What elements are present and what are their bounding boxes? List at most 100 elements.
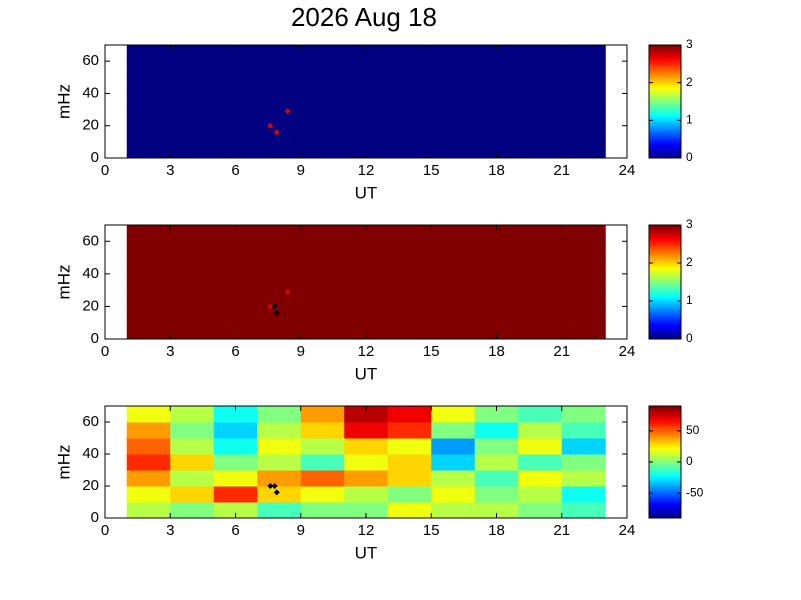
heat-cell (213, 257, 258, 275)
colorbar-swatch (649, 437, 681, 440)
marker (267, 122, 274, 129)
x-tick-label: 18 (488, 162, 505, 179)
colorbar-swatch (649, 264, 681, 267)
x-tick-label: 3 (166, 343, 174, 360)
colorbar-swatch (649, 260, 681, 263)
heat-cell (257, 422, 302, 439)
heat-cell (126, 225, 171, 242)
x-tick-label: 0 (101, 162, 109, 179)
heat-cell (518, 454, 563, 471)
heat-cell (170, 486, 215, 503)
colorbar-swatch (649, 488, 681, 491)
colorbar-swatch (649, 432, 681, 435)
heat-cell (170, 422, 215, 439)
colorbar-swatch (649, 491, 681, 494)
heat-cell (474, 109, 519, 127)
heat-cell (257, 438, 302, 455)
heat-cell (561, 422, 606, 439)
x-tick-label: 9 (297, 522, 305, 539)
heat-cell (344, 257, 389, 275)
colorbar-frame (648, 224, 682, 340)
heat-cell (474, 422, 519, 439)
colorbar-tick-label: 0 (686, 454, 693, 468)
colorbar-swatch (649, 89, 681, 92)
colorbar-swatch (649, 92, 681, 95)
colorbar-swatch (649, 502, 681, 505)
heat-cell (561, 470, 606, 487)
y-tick-label: 60 (82, 232, 99, 249)
heat-cell (387, 93, 432, 111)
colorbar-swatch (649, 305, 681, 308)
heat-cell (387, 241, 432, 259)
colorbar-swatch (649, 406, 681, 409)
colorbar-swatch (649, 516, 681, 519)
heat-cell (170, 273, 215, 291)
heat-cell (518, 61, 563, 78)
colorbar-swatch (649, 244, 681, 247)
heat-cell (387, 406, 432, 423)
colorbar-swatch (649, 126, 681, 129)
heat-cell (300, 61, 345, 78)
colorbar-swatch (649, 463, 681, 466)
heat-cell (257, 454, 302, 471)
colorbar-swatch (649, 335, 681, 338)
colorbar-swatch (649, 423, 681, 426)
heat-cell (257, 322, 302, 340)
colorbar-swatch (649, 156, 681, 159)
colorbar-swatch (649, 122, 681, 125)
heat-cell (300, 45, 345, 62)
heat-cell (431, 406, 476, 423)
heat-cell (257, 141, 302, 159)
heat-cell (213, 93, 258, 111)
colorbar-swatch (649, 267, 681, 271)
colorbar-swatch (649, 149, 681, 152)
heat-cell (344, 502, 389, 519)
heat-cell (387, 322, 432, 340)
heat-cell (170, 241, 215, 259)
heat-cell (518, 486, 563, 503)
x-tick-label: 9 (297, 343, 305, 360)
heat-cell (387, 77, 432, 94)
colorbar-swatch (649, 282, 681, 285)
colorbar-swatch (649, 62, 681, 65)
colorbar-swatch (649, 131, 681, 134)
colorbar-swatch (649, 498, 681, 501)
heat-cell (431, 290, 476, 307)
heat-cell (474, 454, 519, 471)
colorbar-swatch (649, 225, 681, 228)
heat-cell (431, 257, 476, 275)
colorbar-swatch (649, 428, 681, 431)
heat-cell (518, 422, 563, 439)
colorbar-swatch (649, 477, 681, 480)
heat-cell (126, 141, 171, 159)
heat-cell (518, 225, 563, 242)
heat-cell (257, 273, 302, 291)
colorbar-swatch (649, 273, 681, 276)
colorbar-swatch (649, 301, 681, 304)
colorbar-swatch (649, 326, 681, 329)
colorbar-swatch (649, 298, 681, 301)
heat-cell (518, 257, 563, 275)
colorbar-swatch (649, 460, 681, 463)
heat-cell (300, 225, 345, 242)
colorbar-tick-label: -50 (686, 485, 704, 499)
colorbar-swatch (649, 138, 681, 141)
heat-cell (126, 422, 171, 439)
heat-cell (213, 45, 258, 62)
heat-cell (257, 93, 302, 111)
heat-cell (387, 422, 432, 439)
heat-cell (387, 290, 432, 307)
colorbar-swatch (649, 292, 681, 295)
heat-cell (344, 225, 389, 242)
heat-cell (518, 141, 563, 159)
heat-cell (474, 322, 519, 340)
colorbar-swatch (649, 133, 681, 136)
heat-cell (344, 438, 389, 455)
heat-cell (300, 290, 345, 307)
colorbar-tick-label: 1 (686, 293, 693, 307)
heat-cell (126, 61, 171, 78)
colorbar-swatch (649, 285, 681, 288)
heat-cell (387, 273, 432, 291)
x-tick-label: 12 (358, 162, 375, 179)
colorbar-swatch (649, 110, 681, 113)
